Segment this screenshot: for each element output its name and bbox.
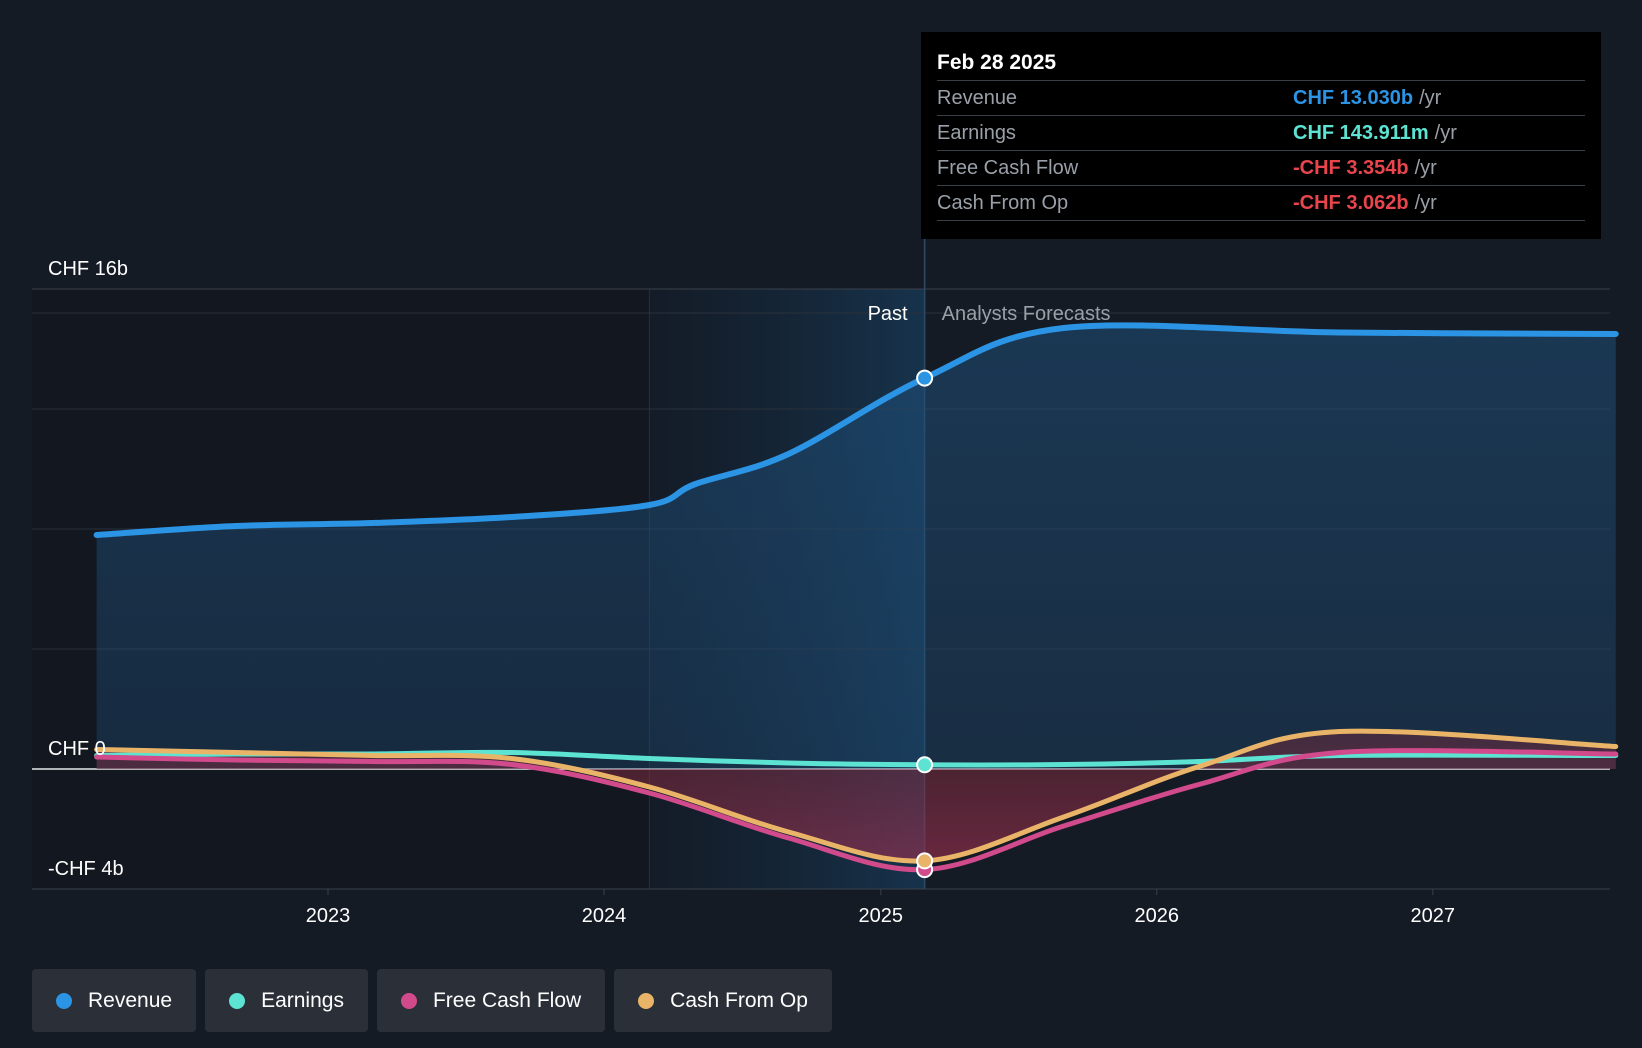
tooltip-value: -CHF 3.062b	[1293, 192, 1409, 214]
revenue-line	[93, 322, 1619, 538]
legend-item-revenue[interactable]: Revenue	[32, 969, 197, 1032]
tooltip-unit: /yr	[1419, 87, 1442, 109]
tooltip-unit: /yr	[1414, 157, 1437, 179]
revenue-marker	[916, 369, 934, 387]
legend-item-free-cash-flow[interactable]: Free Cash Flow	[376, 969, 606, 1032]
tooltip-value: -CHF 3.354b	[1293, 157, 1409, 179]
tooltip-row-free-cash-flow: Free Cash Flow -CHF 3.354b /yr	[937, 151, 1585, 186]
tooltip-row-earnings: Earnings CHF 143.911m /yr	[937, 116, 1585, 151]
x-tick-label: 2025	[859, 905, 904, 927]
legend-label: Earnings	[261, 988, 344, 1012]
cash-from-op-marker	[916, 852, 934, 870]
tooltip-unit: /yr	[1434, 122, 1457, 144]
tooltip-label: Cash From Op	[937, 192, 1069, 214]
legend-label: Free Cash Flow	[432, 988, 582, 1012]
legend-dot-icon	[229, 992, 246, 1009]
tooltip-value: CHF 13.030b	[1293, 87, 1414, 109]
legend-item-earnings[interactable]: Earnings	[205, 969, 368, 1032]
legend-dot-icon	[638, 992, 655, 1009]
tooltip-unit: /yr	[1414, 192, 1437, 214]
tooltip-label: Earnings	[937, 122, 1016, 144]
y-tick-label: CHF 0	[48, 738, 106, 760]
earnings-marker	[916, 756, 934, 774]
legend: Revenue Earnings Free Cash Flow Cash Fro…	[32, 969, 832, 1032]
tooltip-date: Feb 28 2025	[937, 46, 1585, 81]
y-tick-label: -CHF 4b	[48, 858, 124, 880]
legend-item-cash-from-op[interactable]: Cash From Op	[614, 969, 832, 1032]
y-tick-label: CHF 16b	[48, 258, 128, 280]
tooltip-row-revenue: Revenue CHF 13.030b /yr	[937, 81, 1585, 116]
revenue-area	[96, 325, 1616, 769]
x-tick-label: 2023	[306, 905, 351, 927]
marker-layer	[916, 369, 934, 879]
line-layer	[93, 322, 1619, 873]
tooltip: Feb 28 2025 Revenue CHF 13.030b /yr Earn…	[921, 32, 1601, 239]
tooltip-label: Free Cash Flow	[937, 157, 1079, 179]
legend-dot-icon	[56, 992, 72, 1009]
legend-dot-icon	[400, 992, 417, 1009]
x-tick-label: 2024	[582, 905, 627, 927]
label-layer: CHF 16b CHF 0 -CHF 4b 2023 2024 2025 2026 2027 P…	[48, 258, 1455, 927]
forecast-label: Analysts Forecasts	[942, 303, 1111, 325]
x-tick-label: 2027	[1411, 905, 1456, 927]
tooltip-label: Revenue	[937, 87, 1018, 109]
legend-label: Revenue	[88, 988, 173, 1012]
tooltip-row-cash-from-op: Cash From Op -CHF 3.062b /yr	[937, 186, 1585, 221]
past-label: Past	[868, 303, 908, 325]
free-cash-flow-line	[94, 748, 1619, 873]
tooltip-value: CHF 143.911m	[1293, 122, 1429, 144]
x-tick-label: 2026	[1135, 905, 1180, 927]
cash-from-op-line	[94, 728, 1619, 864]
legend-label: Cash From Op	[670, 988, 808, 1012]
